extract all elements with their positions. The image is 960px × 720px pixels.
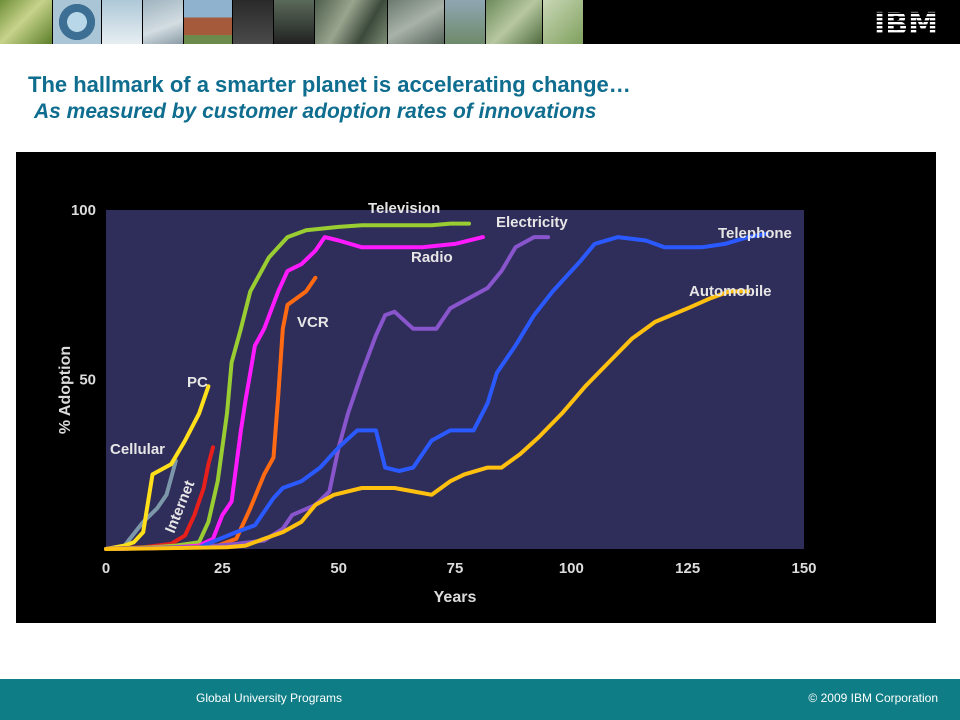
series-line-telephone: [104, 231, 769, 551]
footer-copyright: © 2009 IBM Corporation: [808, 691, 938, 705]
banner-photo-aerial-city: [315, 0, 387, 44]
x-tick-label: 75: [447, 560, 464, 577]
banner-photo-globe: [0, 0, 52, 44]
banner-photo-solar: [53, 0, 101, 44]
banner-photo-powerlines: [143, 0, 183, 44]
series-label-cellular: Cellular: [110, 441, 165, 458]
x-axis-label: Years: [434, 589, 477, 606]
series-line-television: [104, 221, 471, 551]
plot-area: [106, 210, 804, 549]
banner-photo-field: [445, 0, 485, 44]
banner-photo-landscape: [274, 0, 314, 44]
y-tick-label: 50: [79, 372, 96, 389]
banner-photo-plant: [543, 0, 583, 44]
series-label-pc: PC: [187, 374, 208, 391]
series-label-automobile: Automobile: [689, 283, 772, 300]
footer-bar: Global University Programs © 2009 IBM Co…: [0, 679, 960, 720]
series-label-television: Television: [368, 200, 440, 217]
x-tick-label: 125: [675, 560, 700, 577]
series-label-radio: Radio: [411, 249, 453, 266]
banner-photo-circuit: [486, 0, 542, 44]
banner-photo-traffic: [388, 0, 444, 44]
header-banner: IBM: [0, 0, 960, 44]
y-axis-label: % Adoption: [57, 346, 74, 434]
adoption-chart: CellularPCInternetTelevisionRadioVCRElec…: [57, 200, 817, 606]
x-tick-label: 150: [791, 560, 816, 577]
y-tick-label: 100: [71, 202, 96, 219]
series-line-pc: [104, 384, 211, 551]
slide-subtitle: As measured by customer adoption rates o…: [34, 100, 597, 123]
series-line-radio: [104, 235, 485, 551]
series-label-vcr: VCR: [297, 314, 329, 331]
banner-photo-house: [184, 0, 232, 44]
ibm-logo: IBM: [874, 7, 938, 38]
x-tick-label: 0: [102, 560, 110, 577]
banner-photo-sky: [102, 0, 142, 44]
banner-photo-dark: [233, 0, 273, 44]
series-label-telephone: Telephone: [718, 225, 792, 242]
series-line-automobile: [104, 289, 751, 551]
x-tick-label: 25: [214, 560, 231, 577]
x-tick-label: 100: [559, 560, 584, 577]
x-tick-label: 50: [330, 560, 347, 577]
svg-text:IBM: IBM: [874, 7, 938, 38]
footer-program: Global University Programs: [196, 691, 343, 705]
series-label-electricity: Electricity: [496, 214, 568, 231]
slide-title: The hallmark of a smarter planet is acce…: [28, 72, 631, 97]
chart-frame: Cellular PC Internet Television Radio VCR Elec…: [16, 152, 936, 623]
